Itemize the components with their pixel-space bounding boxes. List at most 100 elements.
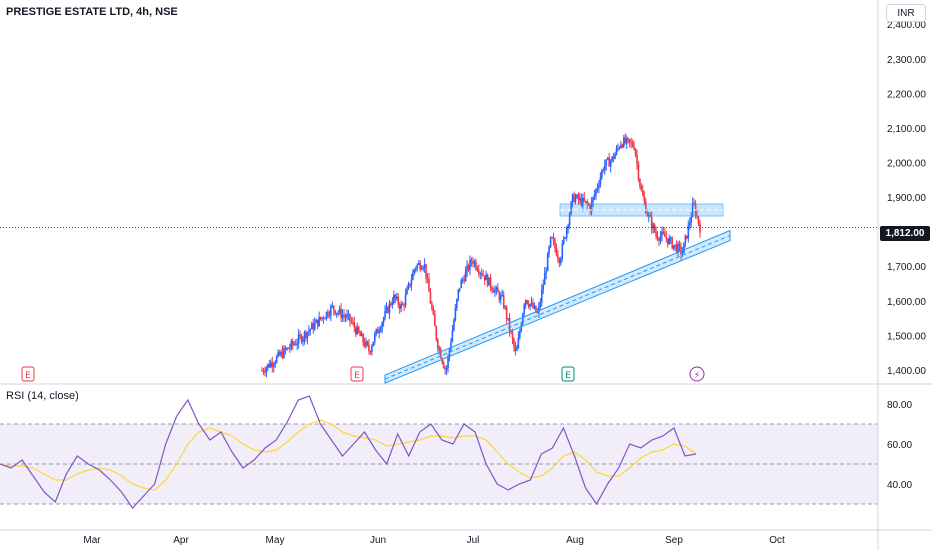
candle-body <box>479 272 482 274</box>
candle-body <box>555 248 558 256</box>
candle <box>639 177 641 190</box>
candle-body <box>363 342 366 347</box>
candle-body <box>677 243 679 253</box>
candle-body <box>519 331 521 338</box>
candle <box>299 330 301 340</box>
candle <box>505 305 508 325</box>
candle <box>409 283 411 288</box>
candle <box>363 337 366 349</box>
candle-body <box>365 341 367 347</box>
candle-body <box>697 216 700 224</box>
candle-body <box>435 326 438 340</box>
candle-body <box>261 370 263 372</box>
candle <box>463 274 465 284</box>
candle-body <box>661 231 663 237</box>
price-tick-label: 2,000.00 <box>887 158 926 169</box>
candle <box>308 325 310 336</box>
candle-body <box>483 275 486 281</box>
candle <box>483 275 486 285</box>
candle <box>621 143 624 149</box>
candle <box>318 311 320 327</box>
price-tick-label: 2,200.00 <box>887 89 926 100</box>
price-pane[interactable] <box>0 133 878 384</box>
candle-body <box>592 197 594 202</box>
candle <box>359 330 361 337</box>
candle-body <box>331 305 334 307</box>
candle-body <box>349 313 351 321</box>
candle-body <box>384 310 386 319</box>
candle-body <box>614 153 616 159</box>
rsi-pane[interactable] <box>0 383 932 509</box>
candle-body <box>425 264 427 279</box>
candle <box>470 257 473 267</box>
candle-body <box>529 304 531 307</box>
candle <box>577 192 580 205</box>
candle-body <box>521 313 524 325</box>
candle <box>615 145 618 156</box>
candle <box>520 322 523 333</box>
candle <box>277 349 279 358</box>
candle-body <box>280 351 282 356</box>
candle <box>488 277 490 286</box>
candle-body <box>267 363 269 368</box>
candle <box>686 235 688 240</box>
candle <box>467 263 470 273</box>
candle <box>334 309 337 316</box>
candle-body <box>344 316 347 318</box>
candle-body <box>664 233 666 237</box>
candle-body <box>436 339 439 349</box>
candle <box>687 220 690 243</box>
candle <box>416 263 419 272</box>
event-markers[interactable]: E E E ⚡ <box>21 366 705 382</box>
candle-body <box>388 303 391 314</box>
event-marker-earnings[interactable]: E <box>21 366 35 382</box>
candle <box>376 326 379 334</box>
candle-body <box>385 307 388 311</box>
candle-body <box>340 308 342 318</box>
candle <box>415 266 417 273</box>
candle <box>271 356 274 373</box>
candle <box>571 193 574 208</box>
candle <box>658 237 660 246</box>
candle <box>458 287 461 293</box>
event-marker-earnings[interactable]: E <box>561 366 575 382</box>
candle <box>272 361 275 373</box>
candle <box>475 258 477 271</box>
candle <box>630 137 632 149</box>
candle-body <box>356 326 359 335</box>
candle-body <box>507 317 509 320</box>
candle-body <box>633 146 635 150</box>
candle <box>291 338 294 350</box>
candle <box>384 304 386 321</box>
candle <box>375 328 378 337</box>
candle-body <box>413 269 416 273</box>
candle <box>275 354 278 364</box>
candle-body <box>565 227 568 238</box>
candle-body <box>265 367 268 373</box>
candle <box>461 276 464 284</box>
candle <box>568 211 571 230</box>
candle-body <box>621 144 624 147</box>
candle <box>378 326 380 339</box>
candle-body <box>486 274 489 286</box>
candle <box>338 305 341 316</box>
candle <box>665 230 668 243</box>
candle <box>542 279 545 295</box>
candle-body <box>293 343 296 345</box>
event-marker-earnings[interactable]: E <box>350 366 364 382</box>
event-marker-split[interactable]: ⚡ <box>689 366 705 382</box>
candle-body <box>584 201 587 203</box>
candle-body <box>568 214 571 226</box>
candle <box>634 148 637 158</box>
candle <box>381 321 383 334</box>
candle <box>628 138 631 148</box>
candle <box>305 329 307 342</box>
candle <box>478 264 480 278</box>
candle-body <box>482 275 484 277</box>
currency-button[interactable]: INR <box>886 4 926 22</box>
candle <box>576 193 578 199</box>
candle <box>501 289 504 297</box>
candle <box>438 345 441 355</box>
candle <box>606 156 609 161</box>
